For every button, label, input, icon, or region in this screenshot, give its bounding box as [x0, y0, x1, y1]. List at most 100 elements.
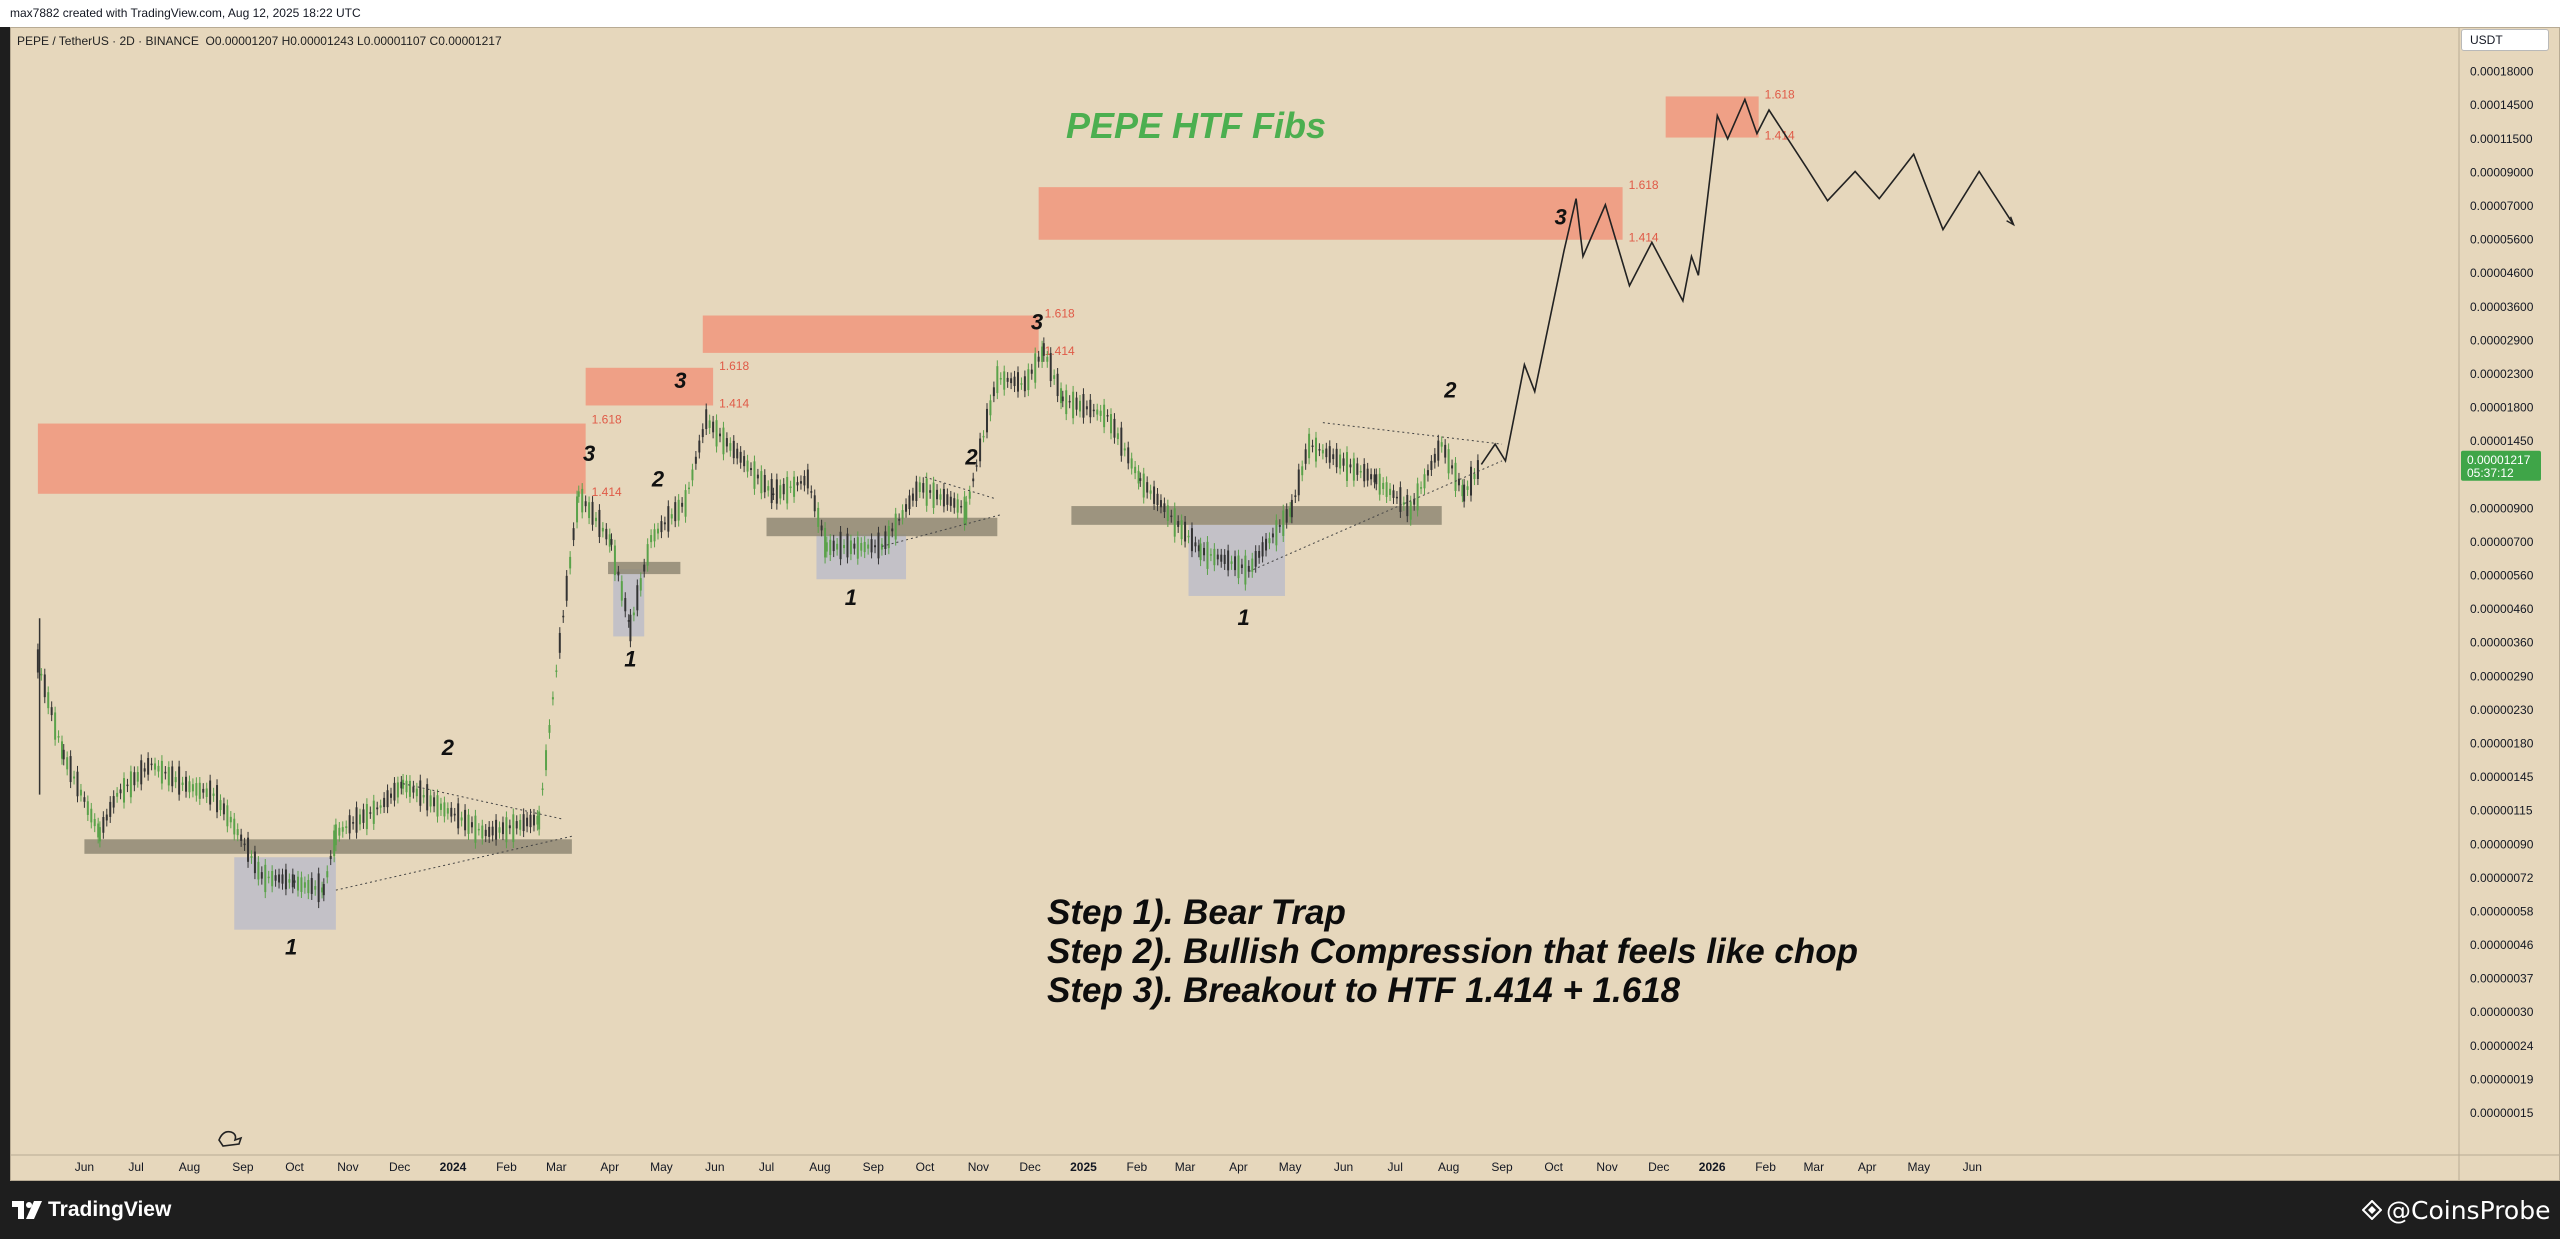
wave-label-1: 1 [1238, 605, 1250, 630]
candle-body [1314, 437, 1317, 462]
candle-body [274, 875, 277, 881]
price-tick-label: 0.00007000 [2470, 199, 2534, 213]
candle-body [1159, 500, 1162, 508]
candle-body [422, 794, 425, 798]
time-tick-label: Oct [1544, 1160, 1563, 1174]
candle-body [856, 537, 859, 559]
candle-body [484, 829, 487, 837]
candle-body [1194, 542, 1197, 547]
candle-body [608, 534, 611, 547]
candle-body [40, 673, 43, 676]
candle-body [853, 543, 856, 549]
candle-body [1075, 397, 1078, 410]
price-chart[interactable]: PEPE HTF Fibs 1.618 1.414 1.618 1.414 1.618 1.… [11, 28, 2560, 1181]
price-tick-label: 0.00000115 [2470, 804, 2533, 818]
candle-body [965, 501, 968, 520]
trendline [1322, 422, 1503, 445]
candle-body [1092, 409, 1095, 412]
candle-body [632, 612, 635, 616]
candle-body [405, 780, 408, 793]
candle-body [1220, 554, 1223, 562]
candle-body [129, 771, 132, 798]
time-tick-label: Jul [1388, 1160, 1403, 1174]
candle-body [408, 780, 411, 797]
time-tick-label: Feb [1755, 1160, 1776, 1174]
price-tick-label: 0.00011500 [2470, 132, 2533, 146]
time-tick-label: Nov [1596, 1160, 1617, 1174]
price-tick-label: 0.00000058 [2470, 904, 2534, 918]
candle-body [1375, 474, 1378, 485]
wave-label-2: 2 [441, 735, 455, 760]
candle-body [1065, 390, 1068, 415]
candle-body [526, 817, 529, 827]
candle-body [1027, 369, 1030, 391]
candle-body [636, 585, 639, 611]
candle-body [867, 544, 870, 549]
candle-body [825, 542, 828, 552]
candle-body [968, 491, 971, 499]
candle-body [501, 822, 504, 835]
candle-body [694, 456, 697, 464]
candle-body [1440, 442, 1443, 447]
candle-body [229, 816, 232, 823]
candle-body [820, 525, 823, 531]
candle-body [1184, 521, 1187, 542]
support-zone [1071, 506, 1442, 525]
candle-body [532, 814, 535, 826]
candle-body [1123, 448, 1126, 451]
candle-body [66, 757, 69, 770]
candle-body [1139, 478, 1142, 481]
candle-body [743, 456, 746, 467]
candle-body [376, 807, 379, 810]
candle-body [321, 887, 324, 893]
candle-body [1049, 352, 1052, 382]
tradingview-logo[interactable]: TradingView [12, 1197, 171, 1223]
candle-body [925, 478, 928, 506]
time-tick-label: Jul [128, 1160, 143, 1174]
candle-body [293, 880, 296, 883]
candle-body [584, 501, 587, 507]
candle-body [953, 498, 956, 508]
fib-label-1414: 1.414 [1629, 231, 1659, 245]
candle-body [191, 784, 194, 792]
candle-body [1120, 427, 1123, 456]
candle-body [1247, 565, 1250, 572]
candle-body [770, 478, 773, 504]
candle-body [512, 814, 515, 843]
candle-body [167, 767, 170, 786]
time-tick-label: Mar [546, 1160, 567, 1174]
candle-body [393, 782, 396, 801]
candle-body [1402, 502, 1405, 505]
candle-body [1134, 466, 1137, 474]
candle-body [722, 427, 725, 455]
candle-body [1301, 466, 1304, 476]
candle-body [975, 465, 978, 467]
price-tick-label: 0.00014500 [2470, 98, 2534, 112]
candle-body [712, 421, 715, 433]
candle-body [460, 817, 463, 821]
candle-body [843, 544, 846, 549]
candle-body [569, 556, 572, 569]
candle-body [1290, 499, 1293, 518]
candle-body [226, 805, 229, 827]
dino-icon [218, 1130, 243, 1147]
attribution-bar: max7882 created with TradingView.com, Au… [0, 0, 2560, 27]
candle-body [212, 793, 215, 796]
ohlc-high: H0.00001243 [281, 34, 354, 48]
time-tick-label: Jun [1963, 1160, 1982, 1174]
price-tick-label: 0.00000015 [2470, 1106, 2534, 1120]
candle-body [515, 821, 518, 829]
candle-body [1356, 463, 1359, 475]
candle-body [247, 837, 250, 862]
candle-body [69, 756, 72, 783]
candle-body [470, 822, 473, 828]
candle-body [782, 483, 785, 495]
candle-body [555, 670, 558, 672]
candle-body [810, 491, 813, 493]
candle-body [123, 778, 126, 803]
time-tick-label: Apr [600, 1160, 619, 1174]
tradingview-brand: TradingView [48, 1198, 172, 1221]
chart-frame[interactable]: PEPE HTF Fibs 1.618 1.414 1.618 1.414 1.618 1.… [10, 27, 2560, 1181]
candle-body [260, 872, 263, 879]
currency-selector[interactable]: USDT [2461, 29, 2549, 51]
